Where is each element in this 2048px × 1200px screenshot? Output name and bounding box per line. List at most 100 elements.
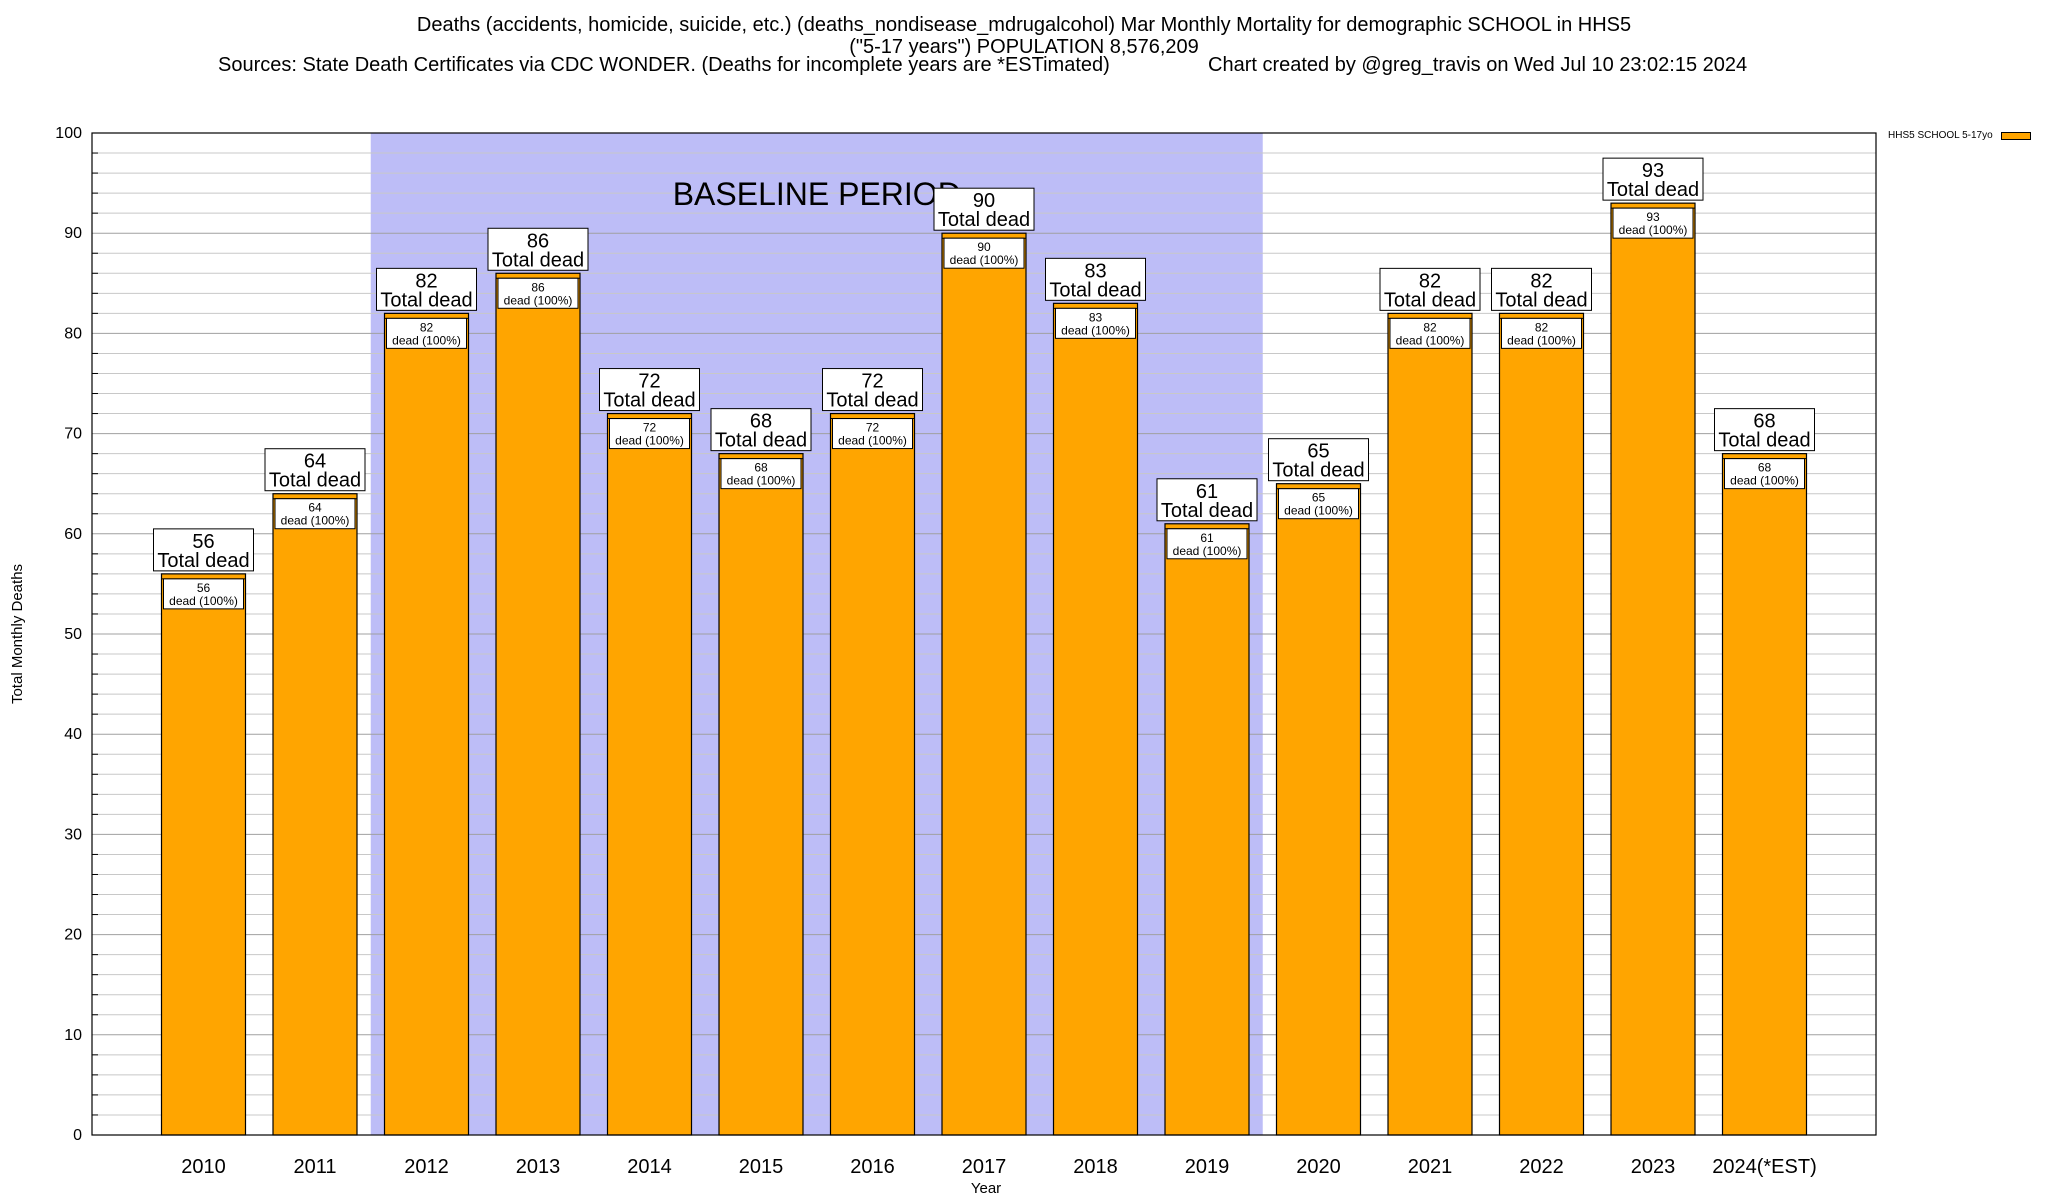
- bar: [829, 412, 916, 1136]
- inner-label-value: 56: [197, 581, 211, 595]
- x-tick-label: 2023: [1631, 1156, 1676, 1178]
- bar: [1610, 202, 1696, 1136]
- top-label-text: Total dead: [715, 430, 807, 452]
- inner-label-box: [1501, 317, 1582, 349]
- x-tick-label: 2021: [1408, 1156, 1453, 1178]
- inner-label-box: [832, 418, 913, 450]
- bar: [718, 453, 804, 1136]
- inner-label-value: 93: [1646, 210, 1660, 224]
- y-tick-label: 0: [73, 1127, 82, 1144]
- inner-label-box: [1612, 207, 1694, 239]
- chart-title-line2: ("5-17 years") POPULATION 8,576,209: [849, 36, 1199, 58]
- chart-title-line1: Deaths (accidents, homicide, suicide, et…: [416, 14, 1632, 36]
- top-label-box: [599, 368, 700, 412]
- inner-label-box: [1389, 317, 1471, 349]
- inner-label-text: dead (100%): [1730, 474, 1799, 488]
- top-label-text: Total dead: [492, 249, 584, 271]
- inner-label-text: dead (100%): [1507, 333, 1576, 347]
- top-label-value: 65: [1307, 441, 1329, 463]
- top-label-text: Total dead: [1384, 289, 1476, 311]
- top-label-box: [710, 408, 812, 452]
- bar: [941, 232, 1027, 1136]
- inner-label-text: dead (100%): [838, 434, 907, 448]
- top-label-box: [822, 368, 923, 412]
- inner-label-text: dead (100%): [1061, 323, 1130, 337]
- bar: [272, 493, 358, 1136]
- bar: [1052, 302, 1139, 1136]
- top-label-box: [1268, 438, 1369, 482]
- top-label-value: 82: [415, 270, 437, 292]
- top-label-value: 83: [1084, 260, 1106, 282]
- y-axis-label: Total Monthly Deaths: [9, 564, 26, 704]
- plot-frame: [91, 132, 1877, 1136]
- inner-label-value: 61: [1200, 531, 1214, 545]
- top-label-value: 72: [861, 371, 883, 393]
- x-tick-label: 2019: [1185, 1156, 1230, 1178]
- inner-label-text: dead (100%): [1396, 333, 1465, 347]
- y-tick-label: 50: [64, 626, 82, 643]
- inner-label-value: 72: [866, 421, 880, 435]
- top-label-value: 68: [750, 411, 772, 433]
- bar: [383, 312, 470, 1136]
- top-label-value: 64: [304, 451, 326, 473]
- top-label-text: Total dead: [938, 209, 1030, 231]
- inner-label-value: 82: [420, 320, 434, 334]
- x-tick-label: 2018: [1073, 1156, 1118, 1178]
- top-label-value: 72: [638, 371, 660, 393]
- inner-label-text: dead (100%): [169, 594, 238, 608]
- bar: [160, 573, 247, 1136]
- top-label-text: Total dead: [1049, 279, 1141, 301]
- inner-label-box: [1166, 528, 1248, 560]
- legend: HHS5 SCHOOL 5-17yo: [1888, 130, 2031, 141]
- inner-label-value: 65: [1312, 491, 1326, 505]
- top-label-text: Total dead: [380, 289, 472, 311]
- top-label-text: Total dead: [1495, 289, 1587, 311]
- top-label-box: [1491, 267, 1592, 311]
- inner-label-value: 68: [754, 461, 768, 475]
- top-label-box: [1602, 157, 1704, 201]
- top-label-text: Total dead: [1272, 460, 1364, 482]
- x-tick-label: 2020: [1296, 1156, 1341, 1178]
- bar: [1164, 523, 1250, 1136]
- inner-label-value: 90: [977, 240, 991, 254]
- inner-label-text: dead (100%): [615, 434, 684, 448]
- inner-label-value: 82: [1535, 320, 1549, 334]
- bar: [1387, 312, 1473, 1136]
- x-axis-label: Year: [971, 1180, 1001, 1197]
- y-tick-label: 100: [55, 125, 82, 142]
- inner-label-value: 72: [643, 421, 657, 435]
- inner-label-box: [163, 578, 244, 610]
- chart-title: Deaths (accidents, homicide, suicide, et…: [0, 14, 2048, 58]
- inner-label-box: [720, 458, 802, 490]
- top-label-box: [153, 528, 254, 572]
- top-label-text: Total dead: [1607, 179, 1699, 201]
- inner-label-text: dead (100%): [1619, 223, 1688, 237]
- sources-text: Sources: State Death Certificates via CD…: [218, 54, 1110, 76]
- inner-label-value: 82: [1423, 320, 1437, 334]
- top-label-value: 61: [1196, 481, 1218, 503]
- bar: [1275, 483, 1362, 1136]
- inner-label-box: [1055, 307, 1136, 339]
- legend-swatch: [2000, 131, 2031, 140]
- x-tick-label: 2010: [181, 1156, 226, 1178]
- inner-label-text: dead (100%): [1173, 544, 1242, 558]
- top-label-box: [264, 448, 366, 492]
- baseline-period-label: BASELINE PERIOD: [673, 176, 961, 212]
- inner-label-text: dead (100%): [281, 514, 350, 528]
- y-tick-label: 70: [64, 426, 82, 443]
- y-tick-label: 40: [64, 726, 82, 743]
- x-tick-label: 2024(*EST): [1712, 1156, 1817, 1178]
- inner-label-box: [497, 277, 579, 309]
- top-label-box: [1714, 408, 1815, 452]
- bar: [1498, 312, 1585, 1136]
- inner-label-text: dead (100%): [1284, 504, 1353, 518]
- top-label-value: 82: [1530, 270, 1552, 292]
- top-label-value: 56: [192, 531, 214, 553]
- inner-label-box: [1724, 458, 1805, 490]
- top-label-value: 93: [1642, 160, 1664, 182]
- x-tick-label: 2014: [627, 1156, 672, 1178]
- inner-label-text: dead (100%): [392, 333, 461, 347]
- top-label-text: Total dead: [603, 390, 695, 412]
- top-label-text: Total dead: [1718, 430, 1810, 452]
- top-label-box: [487, 227, 589, 271]
